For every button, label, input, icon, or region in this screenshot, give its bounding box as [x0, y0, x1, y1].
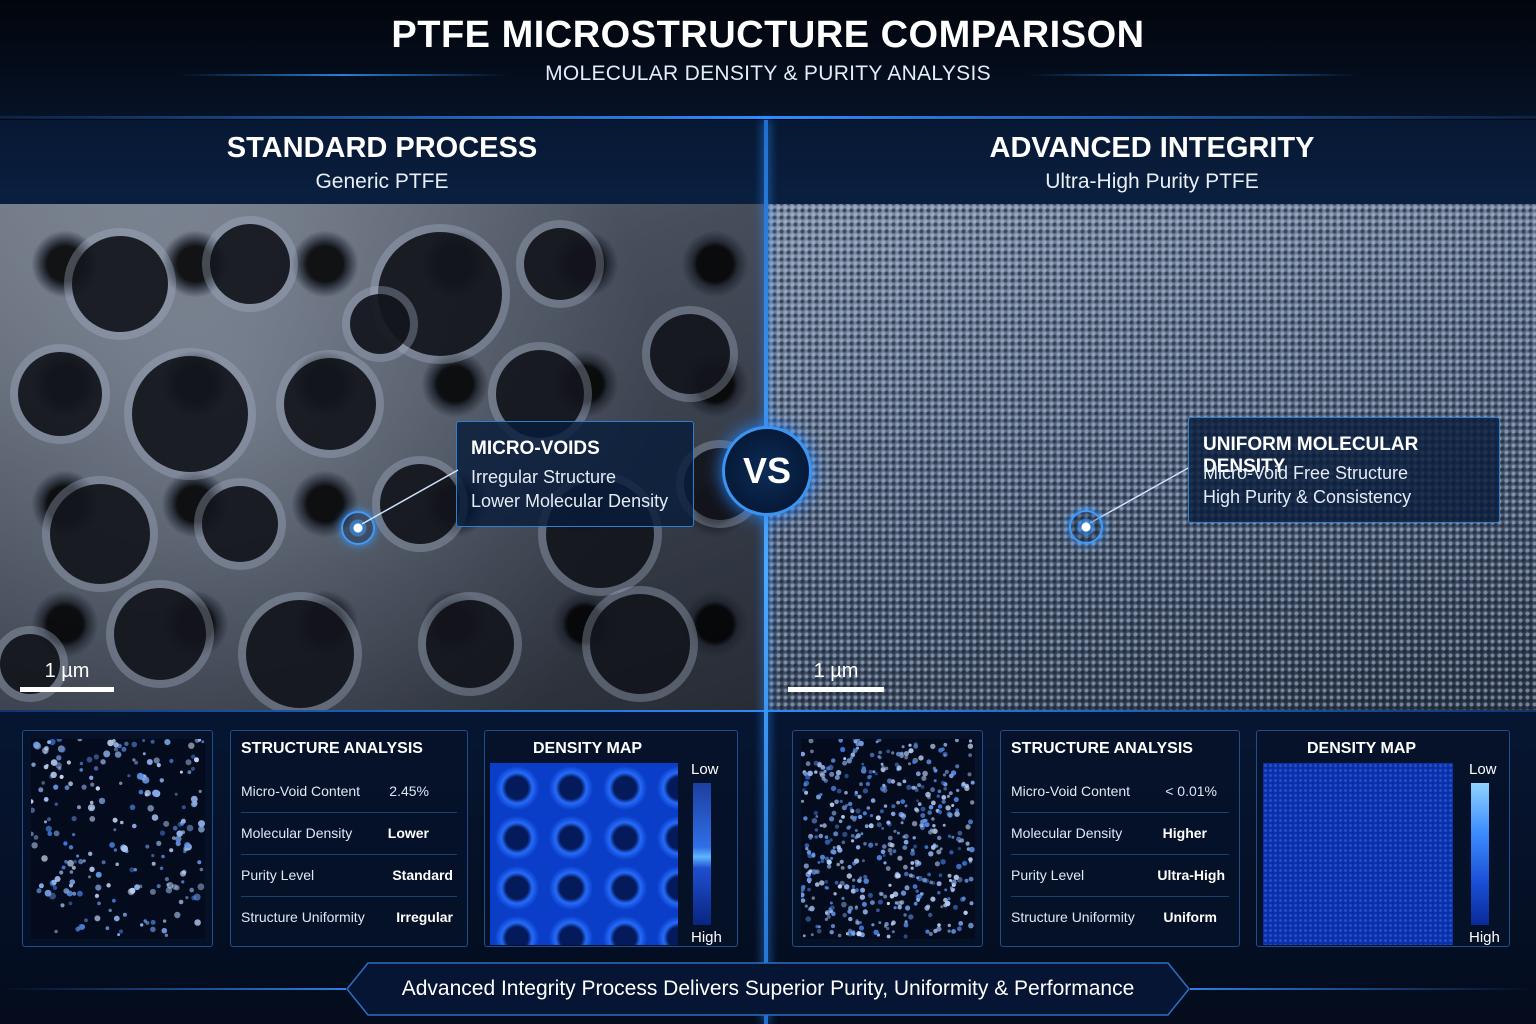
table-row: Molecular Density Higher	[1011, 813, 1229, 855]
left-panel-subtitle: Generic PTFE	[315, 170, 449, 193]
right-scale-bar: 1 µm	[788, 660, 884, 692]
banner-wing-right	[1190, 988, 1536, 990]
metric-value: Standard	[392, 867, 453, 883]
right-callout-box: UNIFORM MOLECULAR DENSITY Micro-Void Fre…	[1188, 417, 1500, 523]
right-legend-gradient	[1471, 783, 1489, 925]
analysis-divider	[0, 710, 1536, 712]
right-legend-high: High	[1469, 929, 1500, 946]
right-density-marker-icon	[1069, 510, 1103, 544]
left-callout-title: MICRO-VOIDS	[471, 438, 600, 459]
left-callout-box: MICRO-VOIDS Irregular Structure Lower Mo…	[456, 421, 694, 527]
left-scale-bar: 1 µm	[20, 660, 114, 692]
metric-label: Purity Level	[1011, 867, 1085, 883]
metric-label: Molecular Density	[1011, 825, 1123, 841]
table-row: Purity Level Ultra-High	[1011, 855, 1229, 897]
metric-label: Structure Uniformity	[1011, 909, 1135, 925]
left-callout-line-2: Lower Molecular Density	[471, 491, 669, 511]
right-density-map-title: DENSITY MAP	[1307, 740, 1417, 757]
page-subtitle: MOLECULAR DENSITY & PURITY ANALYSIS	[545, 62, 991, 85]
left-structure-analysis-panel: STRUCTURE ANALYSIS Micro-Void Content 2.…	[230, 730, 468, 947]
metric-value: Uniform	[1163, 909, 1217, 925]
right-panel-header: ADVANCED INTEGRITY Ultra-High Purity PTF…	[768, 120, 1536, 204]
metric-value: Ultra-High	[1157, 867, 1225, 883]
right-panel-subtitle: Ultra-High Purity PTFE	[1045, 170, 1259, 193]
right-density-heatmap	[1263, 763, 1453, 945]
left-legend-gradient	[693, 783, 711, 925]
left-panel-title: STANDARD PROCESS	[226, 132, 538, 164]
right-callout-line-1: Micro-Void Free Structure	[1203, 463, 1409, 483]
right-callout-title: UNIFORM MOLECULAR DENSITY	[1203, 434, 1419, 477]
right-structure-analysis-panel: STRUCTURE ANALYSIS Micro-Void Content < …	[1000, 730, 1240, 947]
header-rule-left	[178, 74, 508, 76]
right-particle-texture	[801, 739, 975, 939]
metric-label: Micro-Void Content	[1011, 783, 1131, 799]
left-structure-analysis-title: STRUCTURE ANALYSIS	[241, 740, 423, 757]
right-scale-label: 1 µm	[813, 660, 859, 682]
left-texture-thumbnail	[22, 730, 213, 947]
right-structure-analysis-title: STRUCTURE ANALYSIS	[1011, 740, 1193, 757]
right-texture-thumbnail	[792, 730, 983, 947]
table-row: Micro-Void Content < 0.01%	[1011, 771, 1229, 813]
left-legend-high: High	[691, 929, 722, 946]
metric-value: Higher	[1162, 825, 1207, 841]
metric-label: Structure Uniformity	[241, 909, 365, 925]
left-scale-label: 1 µm	[44, 660, 90, 682]
left-void-marker-icon	[341, 511, 375, 545]
table-row: Structure Uniformity Irregular	[241, 897, 457, 939]
header-rule-right	[1028, 74, 1358, 76]
page-header: PTFE MICROSTRUCTURE COMPARISON MOLECULAR…	[0, 0, 1536, 118]
left-particle-texture	[31, 739, 205, 939]
table-row: Micro-Void Content 2.45%	[241, 771, 457, 813]
left-density-map-title: DENSITY MAP	[533, 740, 643, 757]
left-scale-line	[20, 687, 114, 692]
left-density-map-panel: DENSITY MAP Low High	[484, 730, 738, 947]
banner-frame	[346, 962, 1190, 1016]
right-legend-low: Low	[1469, 761, 1497, 778]
metric-value: Lower	[387, 825, 429, 841]
left-density-heatmap	[490, 763, 678, 945]
footer-banner-text: Advanced Integrity Process Delivers Supe…	[401, 977, 1135, 1000]
center-divider	[764, 120, 768, 1024]
left-legend-low: Low	[691, 761, 719, 778]
right-scale-line	[788, 687, 884, 692]
right-density-map-panel: DENSITY MAP Low High	[1256, 730, 1510, 947]
metric-label: Purity Level	[241, 867, 315, 883]
vs-badge: VS	[722, 426, 812, 516]
table-row: Structure Uniformity Uniform	[1011, 897, 1229, 939]
page-title: PTFE MICROSTRUCTURE COMPARISON	[391, 14, 1145, 56]
metric-value: 2.45%	[389, 783, 429, 799]
metric-label: Molecular Density	[241, 825, 353, 841]
left-callout-line-1: Irregular Structure	[471, 467, 617, 487]
header-divider	[0, 116, 1536, 119]
left-panel-header: STANDARD PROCESS Generic PTFE	[0, 120, 764, 204]
banner-wing-left	[0, 988, 346, 990]
metric-label: Micro-Void Content	[241, 783, 361, 799]
right-callout-line-2: High Purity & Consistency	[1203, 487, 1412, 507]
metric-value: Irregular	[396, 909, 453, 925]
table-row: Molecular Density Lower	[241, 813, 457, 855]
footer-banner: Advanced Integrity Process Delivers Supe…	[346, 962, 1190, 1016]
metric-value: < 0.01%	[1165, 783, 1217, 799]
table-row: Purity Level Standard	[241, 855, 457, 897]
right-panel-title: ADVANCED INTEGRITY	[989, 132, 1315, 164]
